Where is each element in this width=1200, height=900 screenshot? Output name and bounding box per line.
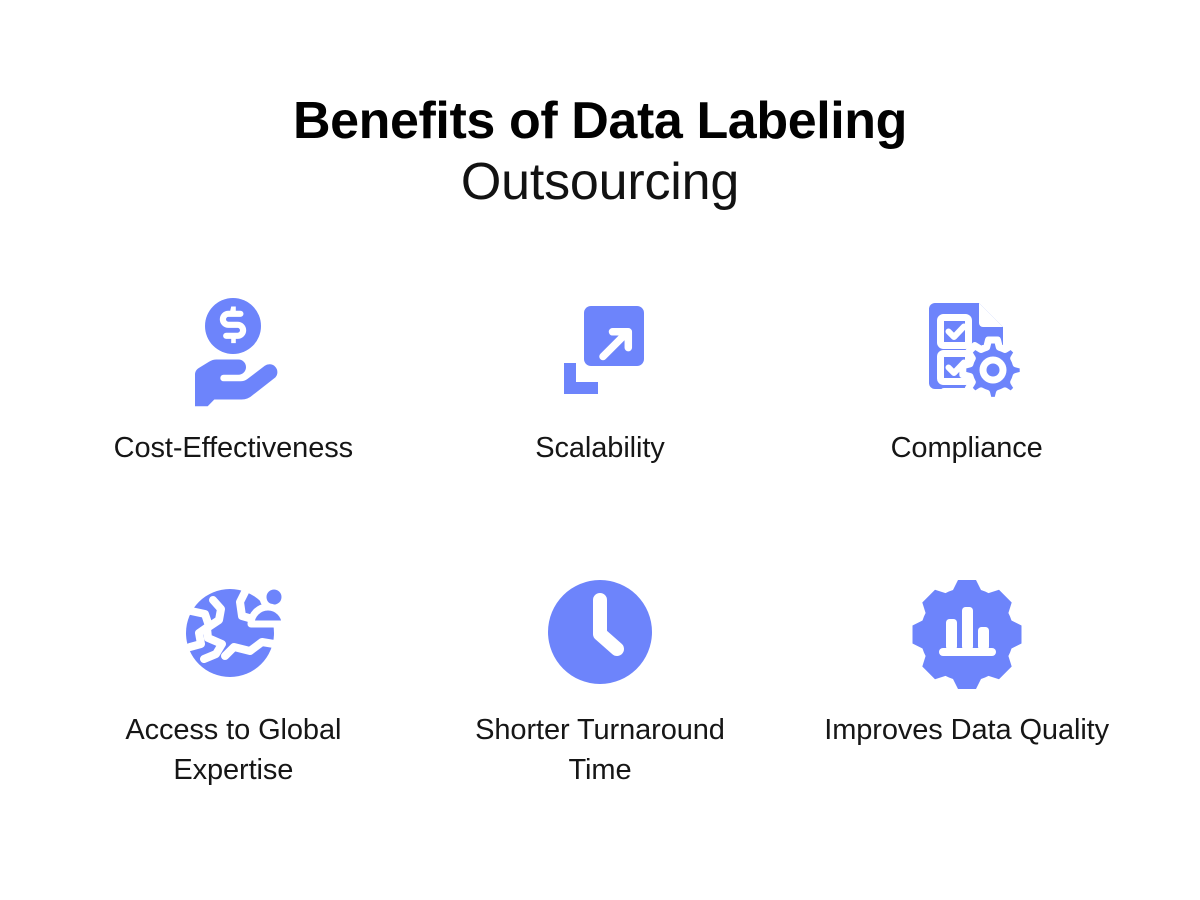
icon-container <box>907 564 1027 700</box>
benefit-label: Cost-Effectiveness <box>113 432 354 464</box>
globe-person-icon <box>186 582 289 677</box>
icon-container <box>540 282 660 418</box>
expand-arrow-square-icon <box>563 306 644 394</box>
benefit-label: Scalability <box>535 432 665 464</box>
icon-container <box>173 564 293 700</box>
benefit-label: Access to Global Expertise <box>125 714 342 787</box>
benefit-item-scalability: Scalability <box>417 282 784 564</box>
benefit-item-shorter-turnaround-time: Shorter Turnaround Time <box>417 564 784 846</box>
benefit-item-access-to-global-expertise: Access to Global Expertise <box>50 564 417 846</box>
icon-container <box>907 282 1027 418</box>
benefit-item-cost-effectiveness: Cost-Effectiveness <box>50 282 417 564</box>
page-title: Benefits of Data Labeling Outsourcing <box>0 92 1200 215</box>
clock-icon <box>547 580 652 684</box>
hand-holding-dollar-icon <box>195 298 278 407</box>
document-checklist-gear-icon <box>928 303 1027 404</box>
benefit-label: Compliance <box>890 432 1043 464</box>
icon-container <box>173 282 293 418</box>
benefit-item-compliance: Compliance <box>783 282 1150 564</box>
icon-container <box>540 564 660 700</box>
benefit-label: Shorter Turnaround Time <box>475 714 725 787</box>
benefit-label: Improves Data Quality <box>824 714 1110 746</box>
title-line-secondary: Outsourcing <box>460 153 740 212</box>
benefit-item-improves-data-quality: Improves Data Quality <box>783 564 1150 846</box>
benefits-grid: Cost-Effectiveness Scalability <box>50 282 1150 846</box>
title-line-primary: Benefits of Data Labeling <box>292 92 908 150</box>
gear-bar-chart-icon <box>912 580 1022 689</box>
